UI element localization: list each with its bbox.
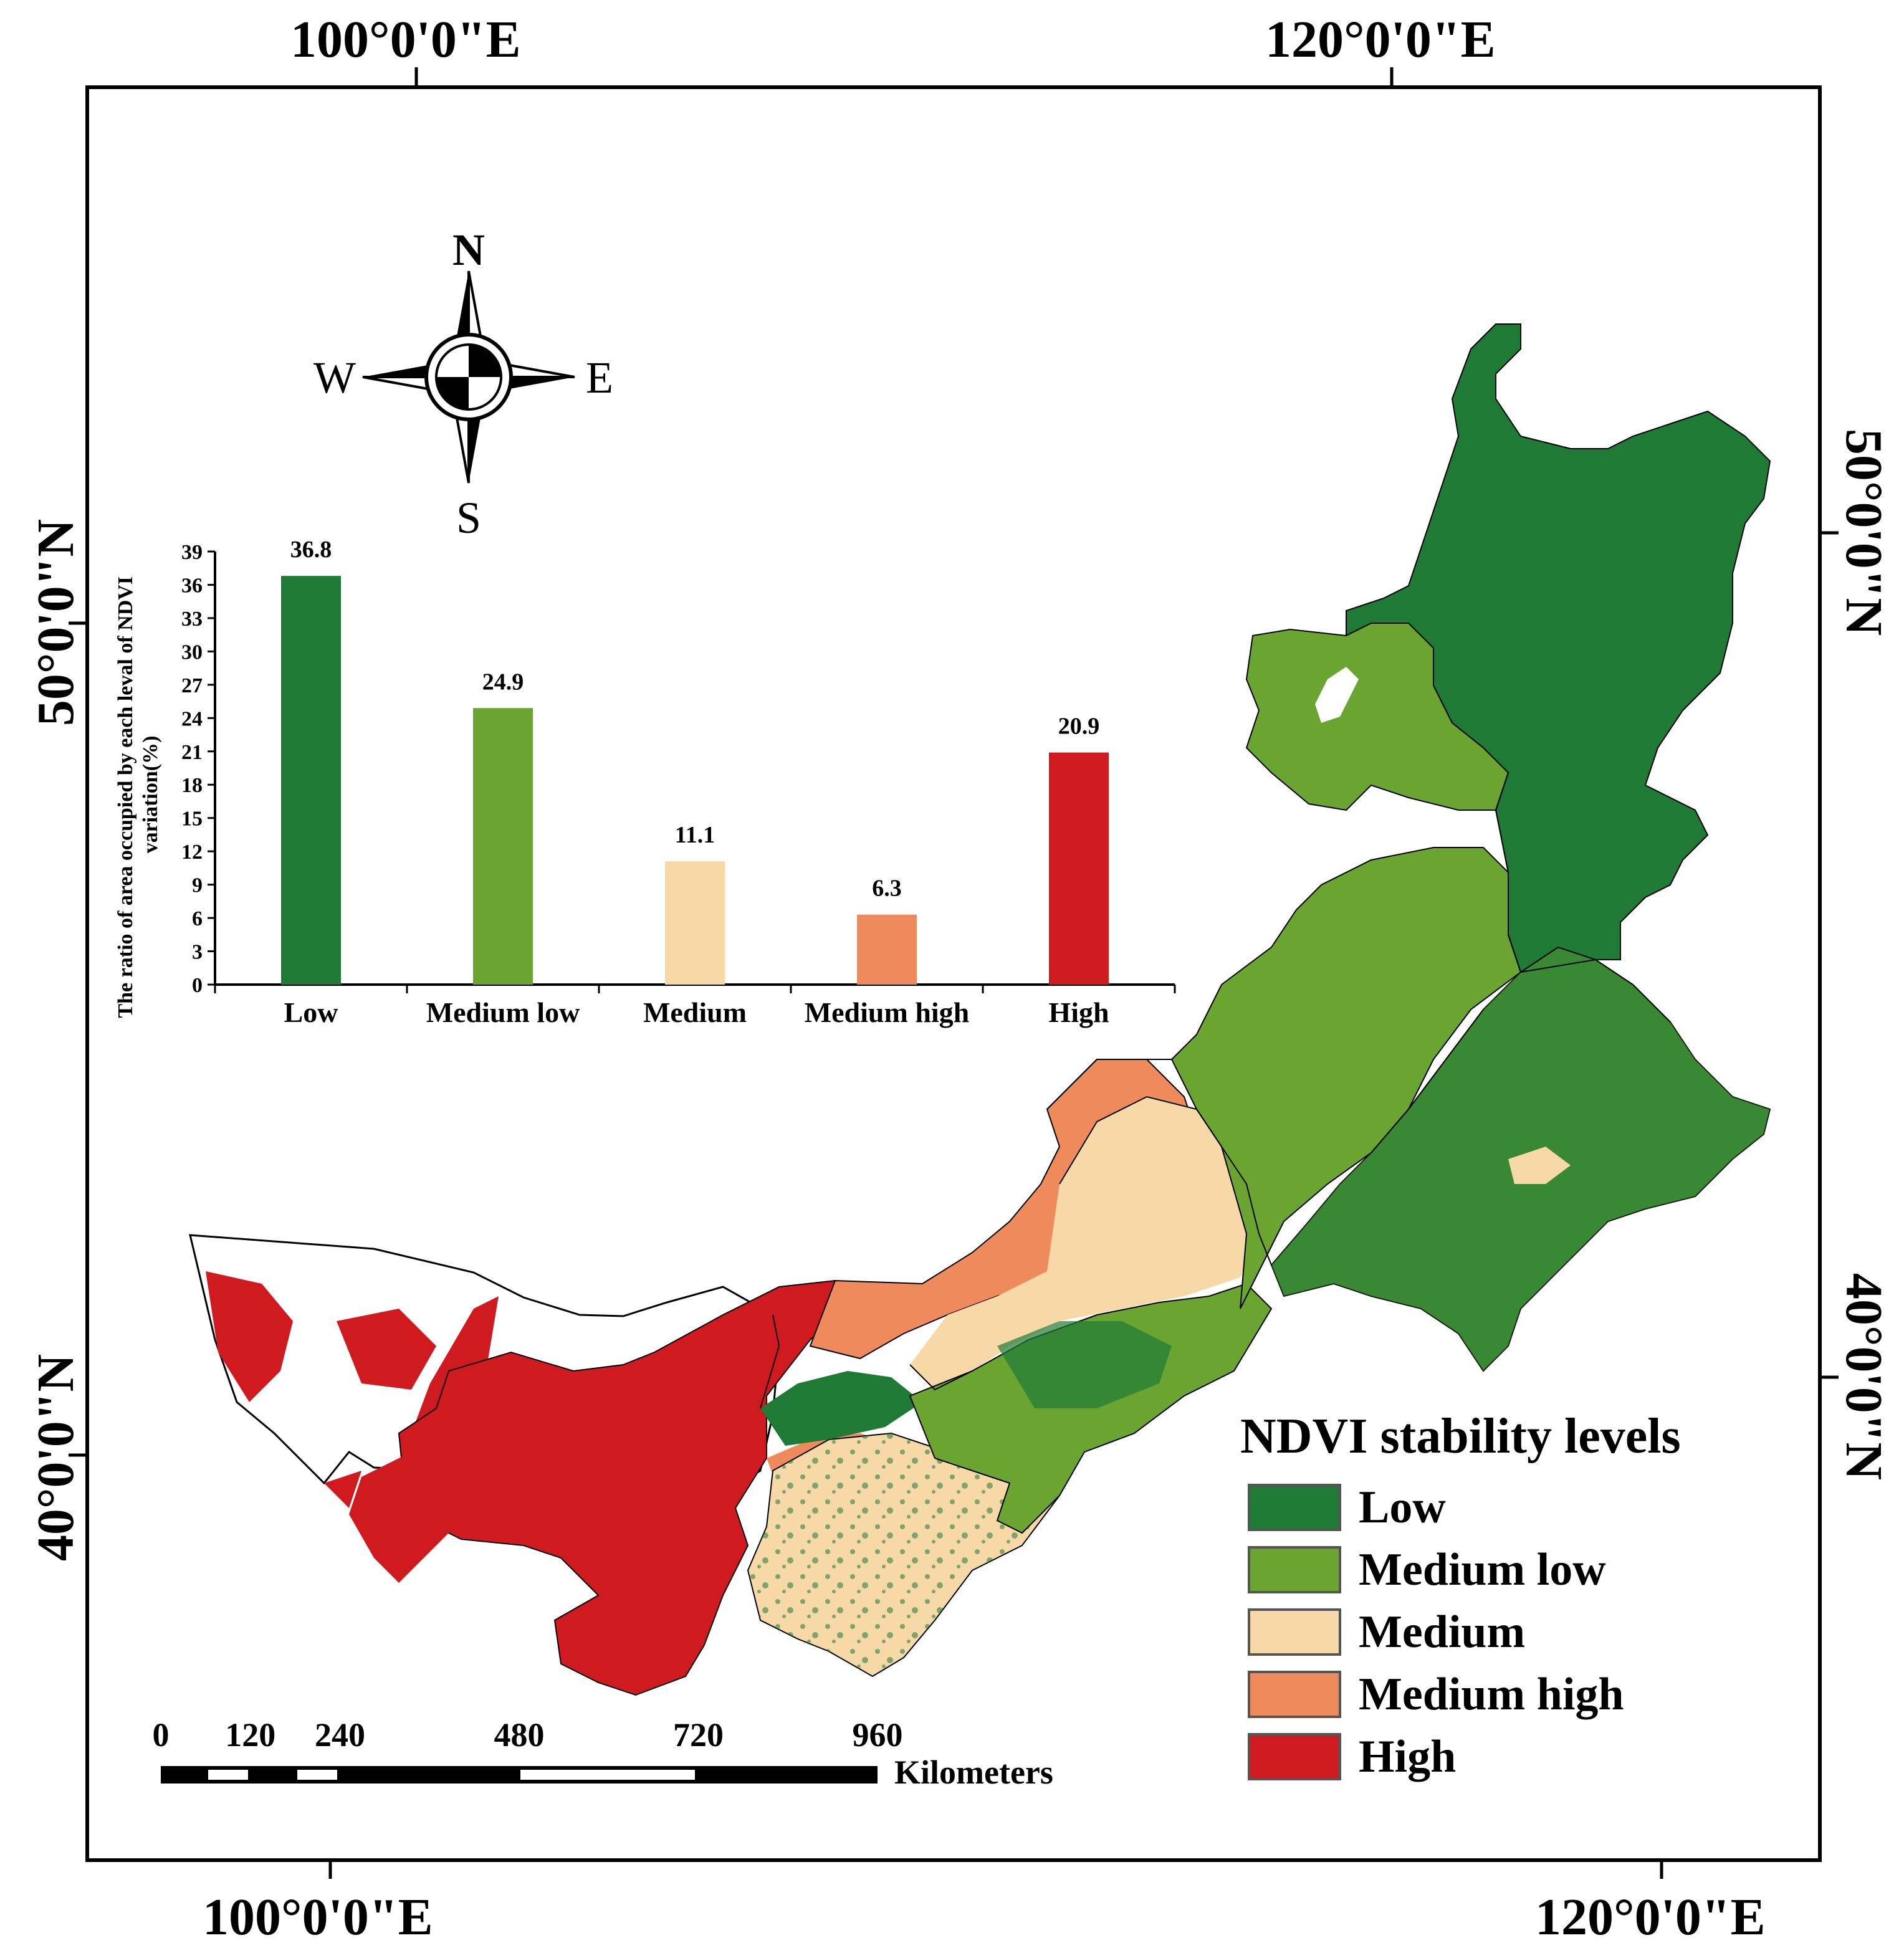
chart-value-label: 11.1 [675, 822, 715, 848]
chart-y-axis-title-line-1: The ratio of area occupied by each leval… [114, 576, 137, 1018]
legend-label: Medium [1359, 1606, 1526, 1658]
scale-bar: 0 120 240 480 720 960 Kilometers [153, 1716, 1053, 1791]
chart-y-tick-label: 18 [181, 774, 203, 797]
region-west-high [206, 1271, 499, 1433]
chart-category-label: Medium low [426, 996, 580, 1028]
chart-y-tick-label: 0 [192, 974, 203, 997]
chart-y-tick-label: 21 [181, 741, 203, 764]
chart-bar [857, 914, 917, 985]
chart-y-axis-title: The ratio of area occupied by each leval… [114, 571, 162, 1018]
chart-y-tick-label: 27 [181, 674, 203, 697]
chart-y-tick-label: 36 [181, 574, 203, 597]
map-frame [85, 85, 1822, 1862]
chart-y-tick-label: 15 [181, 808, 203, 831]
lat-label-left-40n: 40°0'0"N [27, 1354, 85, 1562]
chart-value-label: 24.9 [482, 669, 524, 695]
chart-category-label: High [1048, 996, 1109, 1028]
legend-label: High [1359, 1731, 1457, 1782]
scale-bar-segment [208, 1770, 248, 1780]
chart-bar [665, 861, 725, 985]
scale-bar-tick-label: 960 [853, 1716, 903, 1754]
lat-label-right-50n: 50°0'0"N [1835, 428, 1893, 636]
chart-y-tick-label: 6 [192, 907, 203, 930]
lon-label-top-120e: 120°0'0"E [1265, 11, 1496, 69]
scale-bar-tick-label: 720 [673, 1716, 724, 1754]
region-central-medlow-speckle [997, 1321, 1172, 1408]
chart-value-label: 6.3 [872, 876, 902, 902]
scale-bar-ticks: 0 120 240 480 720 960 [153, 1716, 903, 1754]
chart-value-label: 20.9 [1058, 714, 1100, 740]
region-north-lake [1315, 667, 1359, 723]
north-arrow: N S E W [313, 225, 613, 543]
chart-y-tick-label: 39 [181, 541, 203, 564]
north-arrow-s-label: S [456, 493, 481, 543]
chart-bar [281, 576, 341, 985]
chart-category-label: Medium high [805, 996, 970, 1028]
chart-bar [473, 708, 533, 985]
legend-swatch [1248, 1733, 1341, 1780]
legend-label: Medium low [1359, 1544, 1606, 1595]
chart-y-tick-label: 33 [181, 608, 203, 631]
legend-label: Low [1359, 1481, 1446, 1533]
legend-item: Medium [1240, 1601, 1681, 1663]
legend-label: Medium high [1359, 1668, 1624, 1720]
admin-boundaries [760, 772, 1671, 1409]
legend-item: Medium low [1240, 1539, 1681, 1601]
scale-bar-unit: Kilometers [894, 1754, 1053, 1791]
legend-title: NDVI stability levels [1240, 1409, 1681, 1464]
region-northeast-low [1346, 323, 1771, 973]
scale-bar-tick-label: 120 [225, 1716, 275, 1754]
lon-label-top-100e: 100°0'0"E [290, 11, 521, 69]
lon-label-bottom-120e: 120°0'0"E [1535, 1888, 1766, 1946]
chart-y-tick-label: 30 [181, 641, 203, 664]
lat-label-right-40n: 40°0'0"N [1835, 1273, 1893, 1481]
legend: NDVI stability levels Low Medium low Mediu… [1240, 1408, 1681, 1788]
chart-y-tick-label: 12 [181, 841, 203, 864]
north-arrow-w-label: W [313, 353, 356, 403]
lon-label-bottom-100e: 100°0'0"E [203, 1888, 433, 1946]
chart-y-tick-label: 9 [192, 874, 203, 897]
lat-label-left-50n: 50°0'0"N [27, 518, 85, 727]
legend-items: Low Medium low Medium Medium high High [1240, 1476, 1681, 1788]
chart-bar [1049, 752, 1109, 985]
chart-value-label: 36.8 [290, 537, 332, 563]
legend-item: High [1240, 1726, 1681, 1788]
region-west-interior-high [324, 1452, 461, 1583]
chart-value-labels: 36.8 24.9 11.1 6.3 20.9 [290, 537, 1100, 902]
chart-category-label: Medium [643, 996, 747, 1028]
chart-category-labels: Low Medium low Medium Medium high High [284, 996, 1109, 1028]
legend-item: Medium high [1240, 1663, 1681, 1726]
scale-bar-tick-label: 0 [153, 1716, 170, 1754]
region-east-medlow [1170, 847, 1522, 1309]
region-central-medium [910, 1097, 1259, 1390]
legend-swatch [1248, 1671, 1341, 1718]
legend-swatch [1248, 1608, 1341, 1656]
legend-item: Low [1240, 1476, 1681, 1539]
chart-category-label: Low [284, 996, 338, 1028]
scale-bar-tick-label: 480 [494, 1716, 545, 1754]
graticule-ticks [69, 67, 1839, 1879]
region-central-low-band [760, 1371, 922, 1446]
north-arrow-n-label: N [452, 225, 485, 275]
legend-swatch [1248, 1484, 1341, 1531]
chart-y-axis-title-line-2: variation(%) [139, 736, 162, 854]
region-east-medium-patch [1508, 1147, 1571, 1184]
scale-bar-tick-label: 240 [315, 1716, 365, 1754]
scale-bar-frame [161, 1766, 878, 1783]
ndvi-region-map [189, 323, 1771, 1696]
region-ordos-speckle [748, 1433, 1060, 1676]
scale-bar-segment [297, 1770, 337, 1780]
scale-bar-segment [520, 1770, 695, 1780]
north-arrow-e-label: E [586, 353, 613, 403]
chart-x-ticks [214, 985, 1176, 993]
chart-y-tick-label: 3 [192, 941, 203, 964]
chart-bars [281, 576, 1109, 985]
chart-y-tick-label: 24 [181, 707, 203, 730]
legend-swatch [1248, 1546, 1341, 1593]
